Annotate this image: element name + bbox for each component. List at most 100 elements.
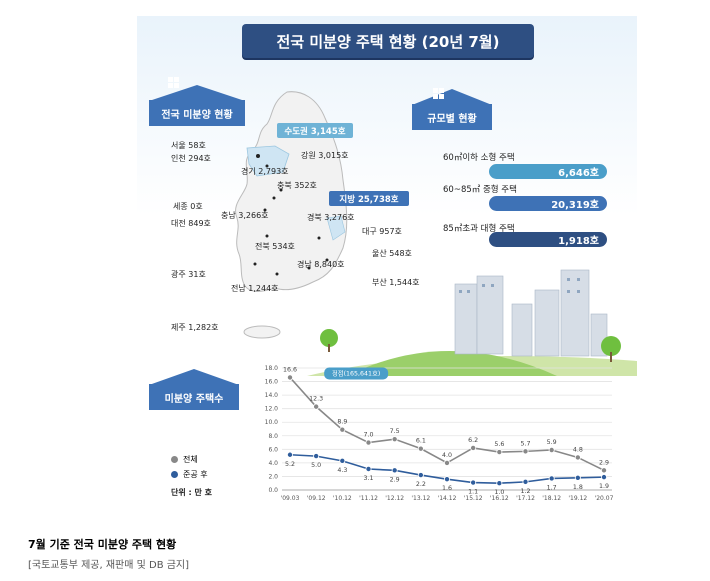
line-chart: 0.0 2.0 4.0 6.0 8.0 10.0 12.0 14.0 16.0 18.0 '09.0… xyxy=(265,365,614,502)
region-gwangju: 광주 31호 xyxy=(171,270,206,279)
x-tick-label: '20.07 xyxy=(595,495,614,502)
legend-completed: 준공 후 xyxy=(171,469,208,480)
data-label: 2.9 xyxy=(599,459,609,466)
data-point xyxy=(365,465,372,472)
region-gyeonggi: 경기 2,793호 xyxy=(241,167,289,176)
x-tick-label: '16.12 xyxy=(490,495,509,502)
peak-callout-text: 정점(165,641호) xyxy=(332,368,380,377)
capital-total-badge: 수도권 3,145호 xyxy=(277,123,353,138)
region-sejong: 세종 0호 xyxy=(173,202,203,211)
data-label: 2.9 xyxy=(390,476,400,483)
region-incheon: 인천 294호 xyxy=(171,154,211,163)
legend-total-marker xyxy=(171,456,178,463)
section-national-house: 전국 미분양 현황 xyxy=(149,85,245,126)
x-tick-label: '09.12 xyxy=(307,495,326,502)
data-point xyxy=(522,478,529,485)
region-gyeongbuk: 경북 3,276호 xyxy=(307,213,355,222)
data-point xyxy=(574,474,581,481)
data-point xyxy=(443,476,450,483)
data-point xyxy=(391,467,398,474)
data-label: 4.8 xyxy=(573,446,583,453)
y-tick-label: 12.0 xyxy=(265,406,279,413)
data-point xyxy=(365,439,372,446)
y-tick-label: 0.0 xyxy=(268,487,278,494)
y-tick-label: 6.0 xyxy=(268,446,278,453)
x-tick-label: '10.12 xyxy=(333,495,352,502)
region-chungbuk: 충북 352호 xyxy=(277,181,317,190)
peak-callout-box xyxy=(324,367,389,380)
region-gangwon: 강원 3,015호 xyxy=(301,151,349,160)
data-label: 5.6 xyxy=(494,441,504,448)
size-small-value: 6,646호 xyxy=(489,164,607,179)
data-point xyxy=(522,448,529,455)
buildings-illustration xyxy=(307,269,637,376)
y-tick-label: 8.0 xyxy=(268,433,278,440)
region-seoul: 서울 58호 xyxy=(171,141,206,150)
region-ulsan: 울산 548호 xyxy=(372,249,412,258)
x-tick-label: '17.12 xyxy=(516,495,535,502)
data-point xyxy=(600,467,607,474)
region-gyeongnam: 경남 8,840호 xyxy=(297,260,345,269)
data-label: 12.3 xyxy=(309,396,323,403)
capital-area-shape xyxy=(246,145,290,177)
data-label: 5.9 xyxy=(547,439,557,446)
roof-icon xyxy=(149,369,239,385)
data-point xyxy=(548,447,555,454)
data-label: 1.8 xyxy=(573,484,583,491)
data-point xyxy=(600,474,607,481)
section-count-label: 미분양 주택수 xyxy=(164,393,224,405)
data-label: 16.6 xyxy=(283,366,297,373)
window-icon xyxy=(433,88,444,99)
caption-title: 7월 기준 전국 미분양 주택 현황 xyxy=(28,538,177,551)
region-daejeon: 대전 849호 xyxy=(171,219,211,228)
data-label: 1.7 xyxy=(547,484,557,491)
data-label: 5.7 xyxy=(520,440,530,447)
data-label: 6.2 xyxy=(468,437,478,444)
size-large-value: 1,918호 xyxy=(489,232,607,247)
data-point xyxy=(470,479,477,486)
size-large-label: 85㎡초과 대형 주택 xyxy=(443,224,515,234)
data-label: 1.0 xyxy=(494,489,504,496)
y-tick-label: 2.0 xyxy=(268,473,278,480)
data-label: 2.2 xyxy=(416,481,426,488)
region-jeonbuk: 전북 534호 xyxy=(255,242,295,251)
provincial-total-badge: 지방 25,738호 xyxy=(329,191,409,206)
data-point xyxy=(417,445,424,452)
data-label: 8.9 xyxy=(337,419,347,426)
legend-completed-marker xyxy=(171,471,178,478)
data-point xyxy=(287,374,294,381)
x-tick-label: '12.12 xyxy=(385,495,404,502)
data-label: 1.1 xyxy=(468,489,478,496)
section-count-house: 미분양 주택수 xyxy=(149,369,239,410)
window-icon xyxy=(171,362,182,373)
data-label: 5.0 xyxy=(311,462,321,469)
data-point xyxy=(470,444,477,451)
y-tick-label: 18.0 xyxy=(265,365,279,372)
data-point xyxy=(548,475,555,482)
x-tick-label: '09.03 xyxy=(281,495,300,502)
page-title: 전국 미분양 주택 현황 (20년 7월) xyxy=(242,24,534,58)
data-point xyxy=(339,457,346,464)
region-dots xyxy=(253,154,329,276)
jeju-shape xyxy=(243,325,281,339)
x-tick-label: '14.12 xyxy=(438,495,457,502)
y-tick-label: 4.0 xyxy=(268,460,278,467)
data-label: 4.0 xyxy=(442,452,452,459)
data-label: 7.5 xyxy=(390,428,400,435)
caption-source: [국토교통부 제공, 재판매 및 DB 금지] xyxy=(28,560,190,571)
size-medium-label: 60~85㎡ 중형 주택 xyxy=(443,185,517,195)
data-point xyxy=(496,480,503,487)
data-point xyxy=(339,426,346,433)
size-medium-value: 20,319호 xyxy=(489,196,607,211)
x-tick-label: '19.12 xyxy=(568,495,587,502)
data-label: 3.1 xyxy=(363,475,373,482)
data-point xyxy=(313,403,320,410)
region-jeonnam: 전남 1,244호 xyxy=(231,284,279,293)
y-tick-label: 14.0 xyxy=(265,392,279,399)
roof-icon xyxy=(412,89,492,105)
data-point xyxy=(417,472,424,479)
data-label: 6.1 xyxy=(416,438,426,445)
section-size-label: 규모별 현황 xyxy=(427,113,477,125)
legend-total: 전체 xyxy=(171,454,198,465)
